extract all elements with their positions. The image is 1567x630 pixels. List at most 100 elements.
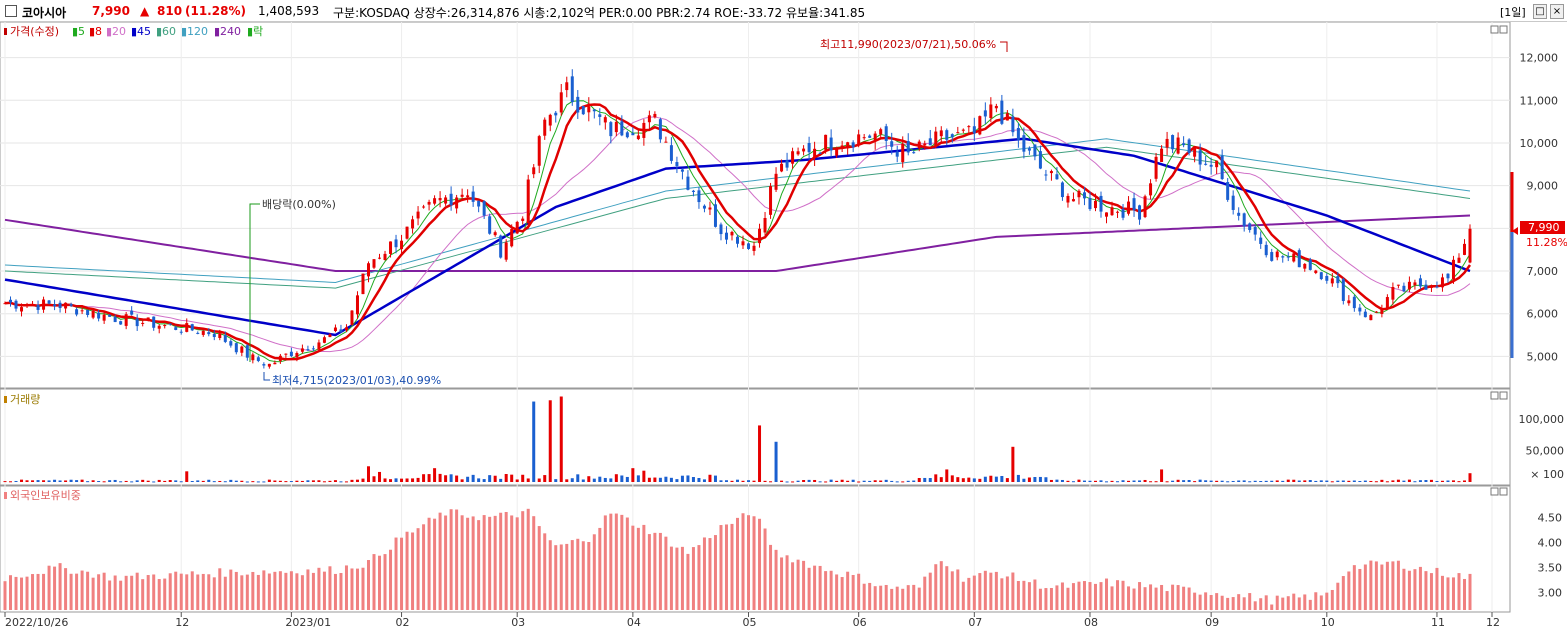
legend-item: ▮5 <box>72 25 85 38</box>
volume-bar <box>614 474 618 482</box>
volume-bar <box>25 480 29 482</box>
foreign-bar <box>444 515 448 610</box>
foreign-bar <box>1176 585 1180 610</box>
price-tick-label: 12,000 <box>1520 52 1559 65</box>
volume-bar <box>950 475 954 482</box>
volume-bar <box>1468 473 1472 482</box>
foreign-bar <box>185 574 189 610</box>
candle-body <box>702 205 706 209</box>
foreign-bar <box>1038 588 1042 610</box>
volume-bar <box>1060 479 1064 482</box>
volume-bar <box>708 474 712 482</box>
foreign-bar <box>229 569 233 610</box>
select-checkbox[interactable] <box>5 5 17 17</box>
candle-body <box>179 331 183 333</box>
stock-chart[interactable]: 12,00011,00010,0009,0008,0007,0006,0005,… <box>0 22 1567 630</box>
candle-body <box>747 243 751 249</box>
foreign-bar <box>581 541 585 610</box>
ma240-line <box>4 214 1471 272</box>
candle-body <box>1132 198 1136 211</box>
volume-bar <box>1248 481 1252 483</box>
price-panel-controls[interactable] <box>1490 25 1508 34</box>
foreign-bar <box>1281 597 1285 610</box>
candle-body <box>1347 300 1351 304</box>
foreign-bar <box>829 570 833 610</box>
volume-bar <box>1088 480 1092 482</box>
volume-bar <box>1193 481 1197 483</box>
candle-body <box>1468 228 1472 263</box>
foreign-bar <box>190 571 194 610</box>
volume-bar <box>1082 480 1086 482</box>
volume-bar <box>736 479 739 482</box>
foreign-bar <box>361 567 365 610</box>
candle-body <box>42 299 46 310</box>
candle-body <box>444 197 448 204</box>
volume-bar <box>620 475 624 482</box>
volume-bar <box>1204 480 1208 482</box>
foreign-bar <box>163 578 167 610</box>
candle-body <box>130 310 134 315</box>
volume-panel <box>0 388 1511 486</box>
foreign-panel-controls[interactable] <box>1490 487 1508 496</box>
foreign-bar <box>9 575 13 610</box>
foreign-bar <box>791 562 795 610</box>
candle-body <box>190 324 194 331</box>
volume-bar <box>702 479 706 482</box>
restore-icon[interactable]: □ <box>1533 4 1547 19</box>
volume-bar <box>322 481 326 483</box>
volume-bar <box>1016 474 1020 482</box>
foreign-bar <box>47 565 51 610</box>
foreign-bar <box>1204 592 1208 610</box>
volume-bar <box>532 401 536 482</box>
foreign-bar <box>31 574 35 610</box>
candle-body <box>713 204 717 227</box>
price-tick-label: 5,000 <box>1527 350 1559 363</box>
volume-bar <box>1308 480 1312 482</box>
candle-body <box>1325 275 1329 281</box>
candle-body <box>394 239 398 248</box>
foreign-bar <box>521 511 525 610</box>
foreign-bar <box>317 567 321 610</box>
volume-bar <box>1066 480 1070 482</box>
foreign-bar <box>1127 586 1131 610</box>
foreign-bar <box>818 565 822 610</box>
foreign-bar <box>1253 601 1257 610</box>
candle-body <box>730 231 734 236</box>
foreign-bar <box>493 515 497 610</box>
foreign-bar <box>333 573 337 610</box>
candle-body <box>978 116 982 135</box>
volume-bar <box>1198 479 1202 482</box>
month-tick-label: 12 <box>1486 616 1500 629</box>
foreign-bar <box>1330 589 1334 610</box>
period-button[interactable]: [1일] <box>1500 6 1526 19</box>
candle-body <box>603 117 607 123</box>
foreign-bar <box>328 566 332 610</box>
foreign-bar <box>691 547 695 610</box>
candle-body <box>119 321 123 325</box>
month-tick-label: 05 <box>743 616 757 629</box>
candle-body <box>1446 273 1450 279</box>
volume-bar <box>758 425 762 482</box>
volume-bar <box>1336 480 1340 482</box>
foreign-bar <box>1292 593 1296 610</box>
candle-body <box>75 309 79 315</box>
candle-body <box>102 314 106 321</box>
foreign-bar <box>1033 579 1037 610</box>
candle-body <box>1242 213 1246 227</box>
volume-panel-controls[interactable] <box>1490 391 1508 400</box>
foreign-bar <box>642 524 646 610</box>
foreign-bar <box>75 573 79 610</box>
volume-bar <box>829 479 833 482</box>
foreign-bar <box>427 517 431 610</box>
candle-body <box>543 119 547 136</box>
dividend-annotation: 배당락(0.00%) <box>262 198 336 211</box>
candle-body <box>901 143 905 163</box>
foreign-bar <box>306 569 310 610</box>
candle-body <box>780 163 784 172</box>
legend-item: ▮락 <box>247 25 263 38</box>
foreign-bar <box>796 559 800 610</box>
foreign-bar <box>592 534 596 610</box>
close-icon[interactable]: × <box>1550 4 1564 19</box>
candle-body <box>449 193 453 206</box>
stock-name[interactable]: 코아시아 <box>22 6 67 20</box>
